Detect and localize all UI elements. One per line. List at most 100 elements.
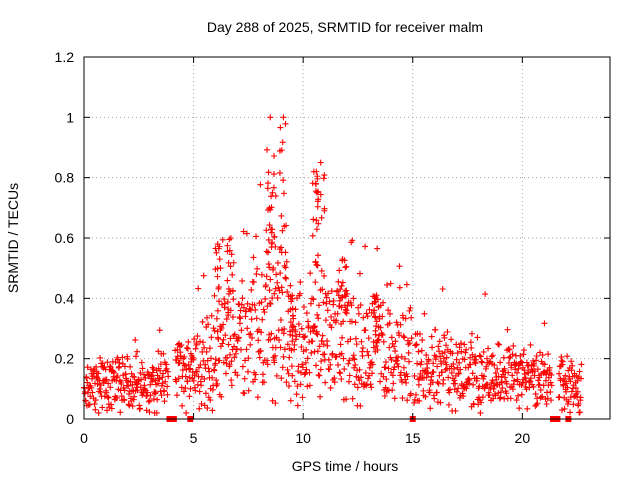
- data-point: [179, 367, 186, 374]
- data-point: [335, 361, 342, 368]
- data-point: [544, 395, 551, 402]
- data-point: [199, 339, 206, 346]
- x-tick-label: 0: [80, 430, 88, 446]
- data-point: [478, 399, 485, 406]
- data-point: [389, 387, 396, 394]
- data-point: [211, 327, 218, 334]
- data-point: [364, 313, 371, 320]
- data-point: [306, 339, 313, 346]
- data-point: [326, 298, 333, 305]
- data-point: [211, 292, 218, 299]
- data-point: [315, 315, 322, 322]
- data-point: [241, 390, 248, 397]
- data-point: [564, 353, 571, 360]
- data-point: [348, 302, 355, 309]
- data-point: [527, 378, 534, 385]
- data-point: [276, 147, 283, 154]
- data-point: [435, 343, 442, 350]
- y-tick-label: 0: [66, 411, 74, 427]
- data-point: [517, 352, 524, 359]
- data-point: [159, 374, 166, 381]
- data-point: [468, 344, 475, 351]
- data-point: [382, 359, 389, 366]
- y-tick-label: 0.4: [55, 290, 75, 306]
- data-point: [380, 299, 387, 306]
- data-point: [145, 398, 152, 405]
- data-point: [316, 372, 323, 379]
- data-point: [220, 321, 227, 328]
- data-point: [504, 326, 511, 333]
- data-point: [127, 363, 134, 370]
- data-point: [236, 314, 243, 321]
- data-point: [333, 353, 340, 360]
- data-point: [321, 172, 328, 179]
- data-point: [121, 387, 128, 394]
- data-point: [318, 267, 325, 274]
- data-point: [251, 376, 258, 383]
- data-point: [300, 348, 307, 355]
- data-point: [303, 366, 310, 373]
- data-point: [205, 365, 212, 372]
- data-point: [439, 286, 446, 293]
- data-point: [457, 366, 464, 373]
- data-point: [217, 265, 224, 272]
- data-point: [299, 364, 306, 371]
- data-point: [248, 286, 255, 293]
- data-point: [343, 263, 350, 270]
- data-point: [470, 381, 477, 388]
- data-point: [162, 378, 169, 385]
- data-point: [198, 382, 205, 389]
- data-point: [407, 390, 414, 397]
- data-point: [530, 357, 537, 364]
- data-point: [307, 328, 314, 335]
- data-point: [235, 335, 242, 342]
- data-point: [147, 392, 154, 399]
- data-point: [510, 342, 517, 349]
- data-point: [567, 409, 574, 416]
- data-point: [209, 374, 216, 381]
- data-point: [216, 256, 223, 263]
- data-point: [403, 379, 410, 386]
- data-point: [489, 352, 496, 359]
- data-point: [564, 384, 571, 391]
- data-point: [305, 323, 312, 330]
- data-point: [371, 299, 378, 306]
- data-point: [160, 370, 167, 377]
- data-point: [339, 334, 346, 341]
- data-point: [254, 394, 261, 401]
- data-point: [349, 395, 356, 402]
- data-point: [220, 336, 227, 343]
- data-point: [198, 400, 205, 407]
- data-point: [218, 325, 225, 332]
- data-point: [176, 359, 183, 366]
- data-point: [546, 364, 553, 371]
- data-point: [385, 307, 392, 314]
- data-point: [375, 336, 382, 343]
- data-point: [404, 397, 411, 404]
- data-point: [352, 319, 359, 326]
- data-point: [246, 331, 253, 338]
- data-point: [154, 396, 161, 403]
- data-point: [264, 185, 271, 192]
- data-point: [518, 358, 525, 365]
- data-point: [474, 375, 481, 382]
- data-point: [557, 377, 564, 384]
- data-point: [407, 304, 414, 311]
- data-point: [157, 367, 164, 374]
- data-point: [127, 378, 134, 385]
- data-point: [326, 366, 333, 373]
- data-point: [230, 296, 237, 303]
- data-point: [186, 393, 193, 400]
- data-point: [297, 381, 304, 388]
- data-point: [227, 335, 234, 342]
- data-point: [412, 342, 419, 349]
- data-point: [492, 369, 499, 376]
- data-point: [267, 276, 274, 283]
- data-point: [472, 356, 479, 363]
- data-point: [320, 299, 327, 306]
- data-point: [314, 262, 321, 269]
- data-point: [365, 375, 372, 382]
- data-point: [264, 357, 271, 364]
- data-point: [416, 397, 423, 404]
- data-point: [541, 320, 548, 327]
